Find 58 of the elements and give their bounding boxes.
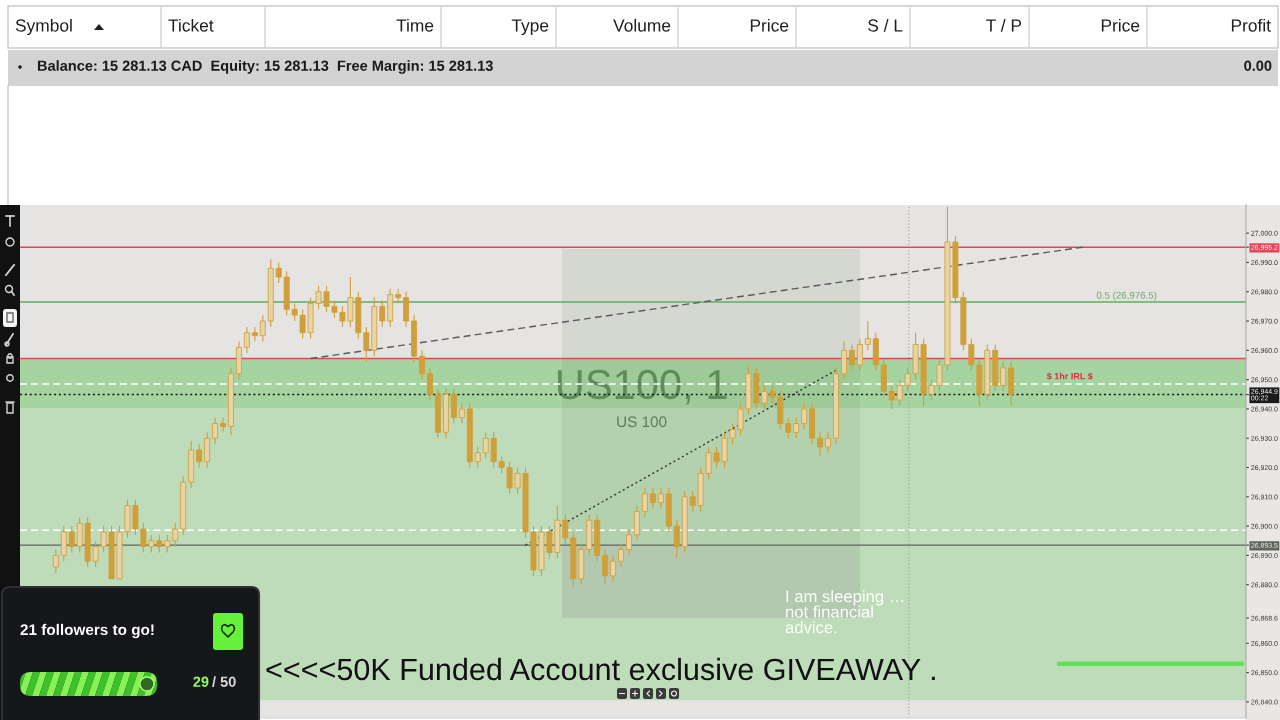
annotation: 29 bbox=[193, 676, 209, 687]
category-label: Ticket bbox=[168, 18, 214, 32]
candlestick bbox=[68, 525, 75, 554]
category-label: Symbol bbox=[15, 18, 72, 36]
text: Balance: 15 281.13 CAD Equity: 15 281.13 Free Margin: 15 281.13 bbox=[37, 60, 493, 74]
candlestick bbox=[626, 528, 632, 556]
category-label: Time bbox=[396, 18, 434, 32]
annotation: / 50 bbox=[212, 676, 236, 688]
category-label: T / P bbox=[986, 18, 1022, 32]
candlestick bbox=[251, 326, 258, 343]
candlestick bbox=[220, 417, 226, 433]
candlestick bbox=[204, 431, 211, 469]
candlestick bbox=[419, 349, 425, 381]
candlestick bbox=[196, 443, 203, 469]
candlestick bbox=[618, 543, 625, 568]
candlestick bbox=[243, 326, 250, 354]
band-label: $ 1hr IRL $ bbox=[1046, 372, 1093, 380]
candlestick bbox=[634, 505, 640, 542]
category-label: Type bbox=[511, 19, 549, 36]
candlestick bbox=[172, 522, 179, 548]
category-label: Profit bbox=[1231, 18, 1271, 32]
category-label: Price bbox=[750, 18, 789, 32]
candlestick bbox=[785, 417, 792, 439]
candlestick bbox=[841, 340, 847, 381]
candlestick bbox=[52, 548, 59, 574]
candlestick bbox=[427, 367, 433, 401]
candlestick bbox=[458, 402, 465, 425]
category-label: Price bbox=[1101, 18, 1140, 32]
candlestick bbox=[403, 291, 410, 328]
candlestick bbox=[60, 525, 67, 562]
candlestick bbox=[259, 314, 266, 343]
candlestick bbox=[848, 343, 855, 372]
candlestick bbox=[450, 387, 457, 425]
candlestick bbox=[657, 487, 664, 510]
annotation: I am sleeping … not financial advice. bbox=[785, 590, 904, 634]
candlestick bbox=[602, 548, 609, 586]
candlestick bbox=[856, 338, 863, 372]
text: 0.00 bbox=[1244, 60, 1272, 71]
category-label: Volume bbox=[613, 18, 671, 32]
annotation: 21 followers to go! bbox=[20, 623, 154, 639]
candlestick bbox=[379, 299, 386, 328]
ref-line-label: 0.5 (26,976.5) bbox=[1096, 291, 1157, 301]
annotation: <<<<50K Funded Account exclusive GIVEAWAY . bbox=[266, 657, 935, 681]
category-label: S / L bbox=[868, 18, 903, 32]
candlestick bbox=[610, 554, 617, 583]
candlestick bbox=[801, 402, 808, 430]
candlestick bbox=[212, 417, 219, 445]
text: US 100 bbox=[617, 416, 667, 428]
candlestick bbox=[1000, 361, 1007, 392]
candlestick bbox=[641, 487, 648, 518]
candlestick bbox=[673, 519, 680, 559]
candlestick bbox=[649, 487, 656, 510]
candlestick bbox=[474, 446, 481, 469]
candlestick bbox=[825, 431, 832, 454]
candlestick bbox=[864, 320, 871, 351]
candlestick bbox=[817, 431, 824, 457]
candlestick bbox=[395, 288, 402, 304]
candlestick bbox=[793, 417, 800, 439]
